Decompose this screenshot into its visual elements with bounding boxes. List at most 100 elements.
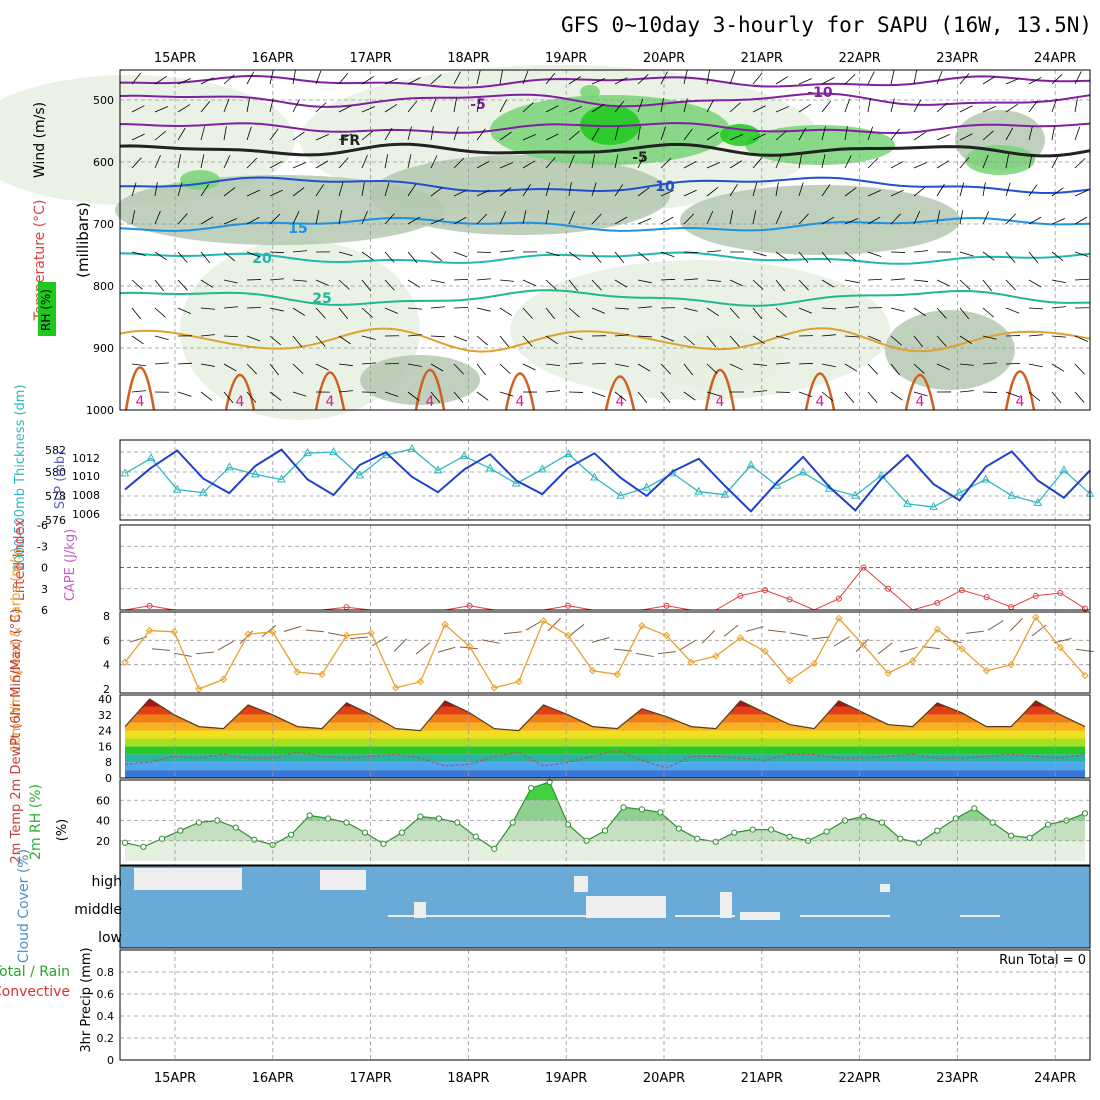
cloud-clear-0 — [134, 868, 242, 890]
precip-axis-label: 3hr Precip (mm) — [79, 947, 94, 1052]
upper-barb-4-18 — [545, 182, 551, 197]
upper-barb-11-3 — [200, 391, 213, 401]
wind10-barb-17 — [503, 631, 522, 635]
upper-barb-4-34 — [913, 186, 926, 197]
upper-barb-5-23 — [660, 216, 674, 225]
lifted-point-26 — [762, 587, 768, 594]
upper-barb-1-31 — [844, 98, 851, 113]
rh-frame — [119, 779, 1091, 866]
wind10-barb-26 — [701, 630, 715, 644]
upper-barb-1-33 — [890, 98, 895, 113]
isotherm-label-7: 25 — [312, 291, 331, 307]
upper-barb-7-22 — [637, 279, 652, 284]
temp-ytick-3: 16 — [98, 740, 112, 753]
upper-barb-2-19 — [568, 130, 580, 141]
upper-barb-10-7 — [292, 363, 304, 374]
upper-barb-7-6 — [269, 278, 284, 281]
wind-ytick-1: 6 — [103, 634, 110, 647]
upper-barb-10-0 — [131, 363, 146, 367]
upper-barb-5-0 — [131, 210, 136, 225]
upper-barb-10-2 — [177, 362, 192, 365]
wind10-point-7 — [293, 668, 302, 676]
thickness-point-4 — [224, 462, 234, 471]
upper-barb-7-17 — [522, 279, 536, 287]
upper-barb-10-34 — [913, 363, 925, 374]
isotherm-label-4: 10 — [655, 179, 675, 195]
upper-barb-7-5 — [246, 279, 262, 281]
upper-barb-3-2 — [177, 154, 182, 169]
cloud-clear-5 — [720, 892, 732, 918]
upper-barb-2-11 — [384, 127, 393, 141]
upper-barb-4-20 — [591, 182, 597, 197]
upper-barb-4-29 — [798, 182, 804, 197]
upper-barb-5-17 — [522, 210, 527, 225]
thickness-label: 1000-500mb Thickness (dm) — [13, 384, 28, 571]
upper-barb-1-41 — [1074, 98, 1078, 113]
upper-barb-5-11 — [384, 213, 395, 225]
isotherm-label-1: -5 — [470, 97, 486, 113]
upper-barb-3-33 — [890, 161, 904, 169]
upper-barb-3-38 — [1005, 154, 1009, 169]
upper-barb-3-29 — [798, 154, 803, 169]
upper-barb-7-9 — [338, 279, 350, 290]
isotherm-3 — [119, 142, 1091, 158]
warm-contour-7 — [804, 372, 836, 411]
upper-barb-5-1 — [154, 210, 161, 225]
upper-barb-1-23 — [660, 98, 664, 113]
upper-barb-11-4 — [223, 391, 234, 403]
rh-point-4 — [195, 819, 202, 826]
wind10-barb-2 — [173, 652, 192, 658]
upper-barb-7-25 — [706, 279, 721, 282]
upper-barb-4-8 — [315, 184, 325, 197]
upper-barb-1-32 — [867, 98, 871, 113]
upper-barb-9-16 — [499, 335, 510, 348]
wind10-point-27 — [785, 676, 794, 685]
rh-point-47 — [989, 819, 996, 826]
upper-barb-9-9 — [338, 335, 351, 345]
wind10-point-17 — [539, 617, 548, 625]
wind10-barb-6 — [261, 624, 277, 638]
hot-marker-1: 4 — [236, 394, 245, 410]
upper-barb-8-10 — [361, 307, 373, 318]
upper-barb-6-36 — [959, 251, 974, 257]
wind10-barb-35 — [899, 646, 918, 653]
upper-barb-3-5 — [246, 157, 258, 169]
temp-band-3 — [125, 746, 1085, 755]
wind10-point-28 — [810, 659, 818, 668]
hot-marker-8: 4 — [916, 394, 925, 410]
upper-barb-8-20 — [591, 307, 606, 314]
thickness-point-2 — [172, 484, 182, 493]
upper-barb-0-0 — [131, 72, 142, 85]
wind10-line — [124, 616, 1086, 690]
upper-barb-7-33 — [890, 278, 905, 281]
upper-barb-11-25 — [706, 391, 721, 397]
upper-barb-10-3 — [200, 363, 215, 367]
upper-barb-9-40 — [1051, 335, 1066, 338]
wind10-point-14 — [465, 642, 474, 651]
upper-ytick-1: 600 — [93, 156, 114, 169]
upper-barb-3-22 — [637, 155, 645, 169]
isotherm-4 — [119, 176, 1091, 195]
top-date-5: 20APR — [643, 51, 685, 66]
upper-barb-6-3 — [200, 251, 211, 264]
top-date-6: 21APR — [741, 51, 783, 66]
upper-barb-10-39 — [1028, 363, 1043, 368]
upper-barb-1-21 — [614, 100, 625, 113]
lifted-point-14 — [466, 602, 473, 609]
upper-barb-1-15 — [476, 98, 481, 113]
upper-barb-7-41 — [1074, 278, 1090, 281]
upper-barb-8-22 — [637, 306, 652, 309]
upper-barb-6-15 — [476, 251, 492, 254]
upper-barb-5-3 — [200, 216, 214, 225]
upper-barb-3-4 — [223, 155, 231, 169]
upper-barb-2-8 — [315, 133, 329, 141]
upper-barb-2-32 — [867, 126, 873, 141]
thickness-point-32 — [955, 487, 964, 496]
upper-barb-1-11 — [384, 104, 398, 113]
wind10-barb-9 — [327, 632, 346, 637]
upper-barb-9-18 — [545, 335, 558, 345]
upper-barb-9-14 — [453, 335, 468, 342]
upper-barb-6-25 — [706, 250, 721, 253]
wind10-point-35 — [982, 667, 991, 675]
isotherm-label-2: FR — [340, 133, 361, 149]
